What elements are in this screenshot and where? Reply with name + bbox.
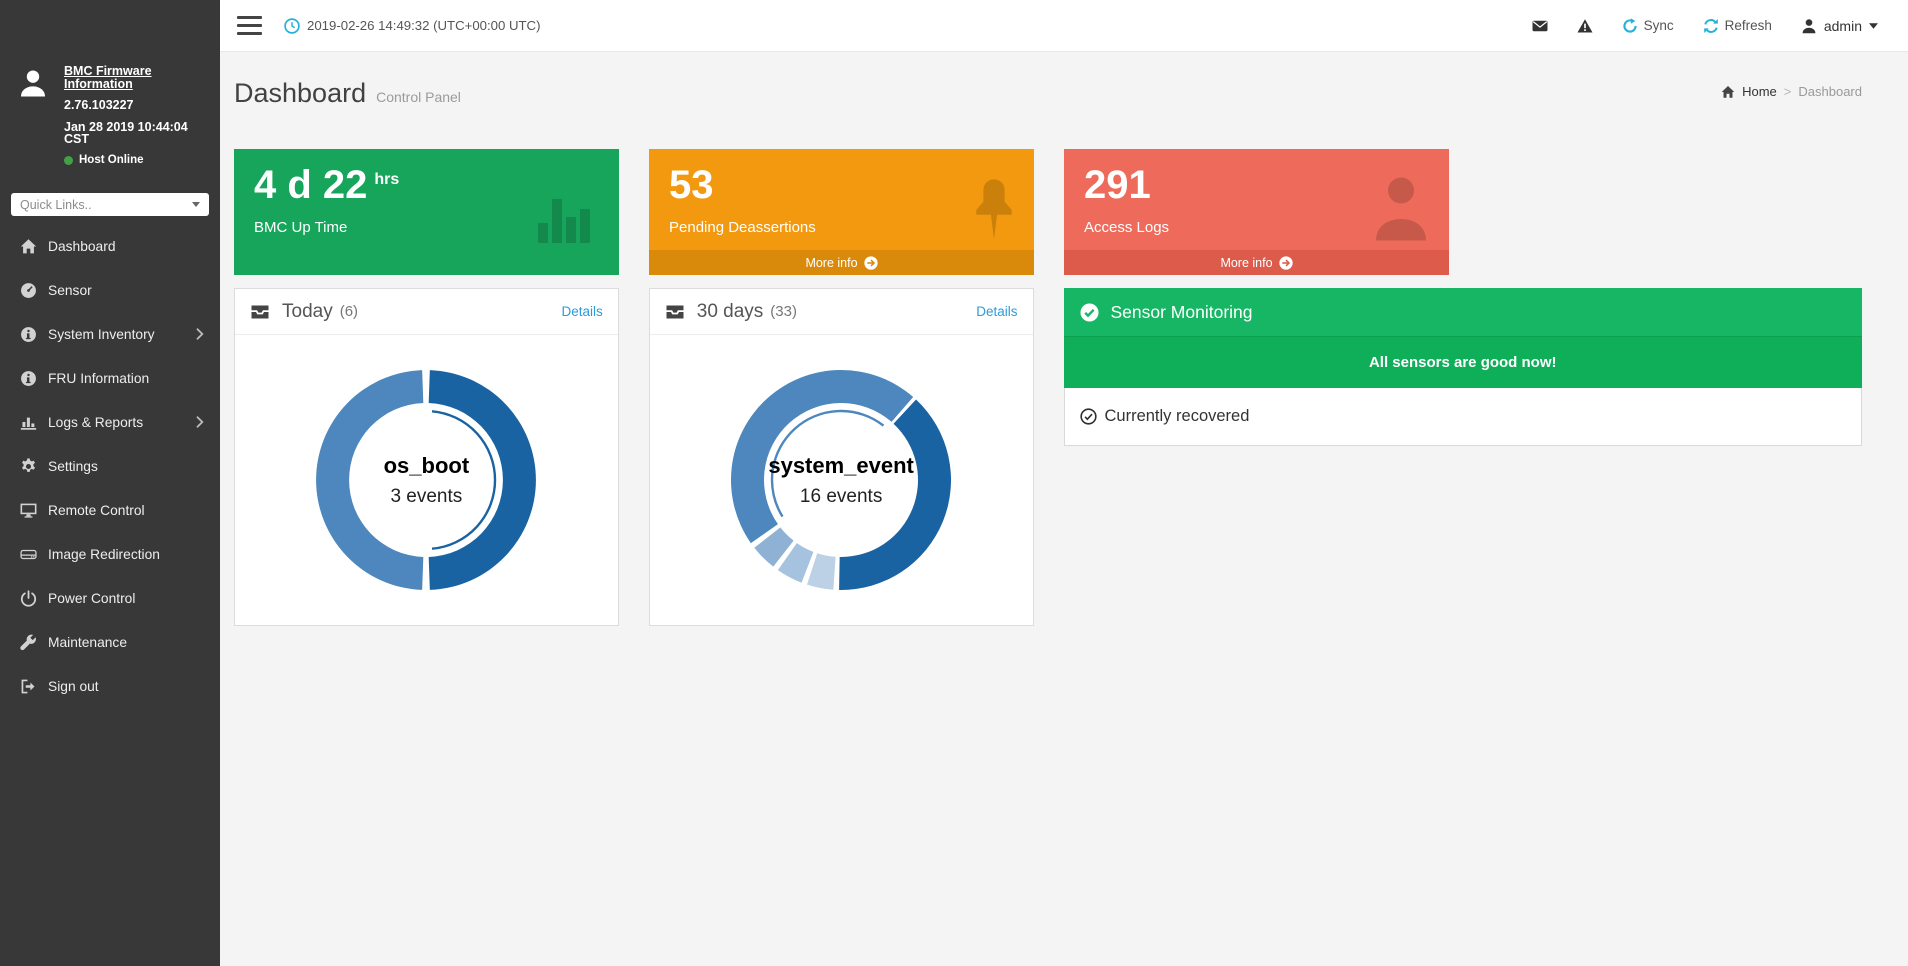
sidebar-item-fru-information[interactable]: FRU Information	[0, 356, 220, 400]
sensor-recovered-row: Currently recovered	[1063, 388, 1862, 446]
sidebar-item-sign-out[interactable]: Sign out	[0, 664, 220, 708]
bmc-firmware-info-link[interactable]: BMC Firmware Information	[64, 64, 152, 91]
events-panel-30-days: 30 days (33) Details system_event 16 eve…	[648, 288, 1034, 626]
user-icon	[1801, 18, 1817, 34]
gauge-icon	[20, 282, 37, 299]
firmware-version: 2.76.103227	[64, 98, 134, 112]
sensor-status-message: All sensors are good now!	[1063, 336, 1862, 388]
caret-down-icon	[1869, 22, 1878, 29]
caret-down-icon	[192, 202, 200, 207]
gear-icon	[20, 458, 37, 475]
home-icon	[1721, 85, 1735, 99]
check-circle-outline-icon	[1079, 408, 1097, 425]
panel-title: 30 days	[696, 300, 764, 322]
sidebar-item-image-redirection[interactable]: Image Redirection	[0, 532, 220, 576]
access-logs-value: 291	[1084, 163, 1151, 207]
breadcrumb: Home > Dashboard	[1721, 84, 1862, 99]
firmware-date: Jan 28 2019 10:44:04 CST	[64, 119, 188, 146]
event-count: (6)	[339, 303, 359, 320]
page-title: Dashboard	[234, 78, 367, 108]
more-info-link[interactable]: More info	[1064, 250, 1449, 275]
user-menu[interactable]: admin	[1801, 18, 1878, 34]
stat-card-pending-deassertions: 53 Pending Deassertions More info	[649, 149, 1034, 275]
sidebar-item-settings[interactable]: Settings	[0, 444, 220, 488]
power-icon	[20, 589, 37, 607]
hdd-icon	[20, 546, 37, 563]
details-link[interactable]: Details	[561, 304, 603, 319]
person-icon	[1371, 175, 1431, 241]
sensor-monitoring-header: Sensor Monitoring	[1063, 288, 1862, 336]
sidebar: BMC Firmware Information 2.76.103227 Jan…	[0, 0, 220, 966]
info-icon	[20, 370, 37, 387]
stat-label: Pending Deassertions	[669, 219, 816, 236]
thumbtack-icon	[968, 173, 1020, 247]
stat-cards-row: 4 d 22 hrs BMC Up Time 53 Pending Deasser…	[234, 149, 1862, 275]
chart-bar-icon	[20, 414, 37, 431]
host-online-dot	[64, 155, 73, 165]
check-circle-icon	[1079, 302, 1099, 322]
main-content: Dashboard Control Panel Home > Dashboard …	[220, 52, 1908, 966]
arrow-circle-right-icon	[1278, 255, 1293, 270]
stat-card-access-logs: 291 Access Logs More info	[1064, 149, 1449, 275]
system-datetime: 2019-02-26 14:49:32 (UTC+00:00 UTC)	[284, 17, 540, 34]
sidebar-menu: Dashboard Sensor System Inventory FRU In…	[0, 224, 220, 708]
panel-title: Today	[282, 300, 333, 322]
uptime-value: 4 d 22	[254, 163, 368, 207]
chevron-right-icon	[196, 328, 204, 340]
sidebar-item-dashboard[interactable]: Dashboard	[0, 224, 220, 268]
monitor-icon	[20, 502, 37, 519]
sidebar-item-power-control[interactable]: Power Control	[0, 576, 220, 620]
refresh-icon	[1703, 18, 1719, 34]
details-link[interactable]: Details	[976, 304, 1018, 319]
breadcrumb-home-link[interactable]: Home	[1742, 84, 1777, 99]
page-subtitle: Control Panel	[376, 89, 461, 105]
profile-section: BMC Firmware Information 2.76.103227 Jan…	[0, 0, 220, 166]
quick-links-placeholder: Quick Links..	[20, 197, 92, 212]
refresh-button[interactable]: Refresh	[1703, 18, 1772, 34]
uptime-unit: hrs	[374, 170, 400, 188]
arrow-circle-right-icon	[863, 255, 878, 270]
clock-icon	[284, 17, 300, 34]
inbox-icon	[250, 302, 270, 322]
sidebar-item-remote-control[interactable]: Remote Control	[0, 488, 220, 532]
sidebar-item-sensor[interactable]: Sensor	[0, 268, 220, 312]
sign-out-icon	[20, 678, 37, 695]
quick-links-select[interactable]: Quick Links..	[11, 193, 209, 216]
events-panel-today: Today (6) Details os_boot 3 events	[234, 288, 619, 626]
home-icon	[20, 238, 37, 255]
sensor-monitoring-panel: Sensor Monitoring All sensors are good n…	[1063, 288, 1862, 446]
stat-label: BMC Up Time	[254, 219, 348, 236]
info-icon	[20, 326, 37, 343]
stat-label: Access Logs	[1084, 219, 1170, 236]
sync-icon	[1622, 17, 1638, 34]
host-status: Host Online	[79, 153, 144, 166]
envelope-icon[interactable]	[1532, 18, 1548, 34]
menu-toggle-button[interactable]	[237, 16, 262, 35]
more-info-link[interactable]: More info	[649, 250, 1034, 275]
warning-icon[interactable]	[1577, 18, 1593, 34]
sidebar-item-maintenance[interactable]: Maintenance	[0, 620, 220, 664]
event-count: (33)	[770, 303, 797, 320]
chevron-right-icon	[196, 416, 204, 428]
deassertions-value: 53	[669, 163, 714, 207]
breadcrumb-current: Dashboard	[1798, 84, 1862, 99]
topbar: 2019-02-26 14:49:32 (UTC+00:00 UTC) Sync…	[220, 0, 1908, 52]
sidebar-item-system-inventory[interactable]: System Inventory	[0, 312, 220, 356]
events-donut-chart-30-days[interactable]	[725, 364, 957, 596]
stat-card-bmc-uptime: 4 d 22 hrs BMC Up Time	[234, 149, 619, 275]
sidebar-item-logs-reports[interactable]: Logs & Reports	[0, 400, 220, 444]
wrench-icon	[20, 634, 37, 651]
avatar	[18, 62, 48, 104]
events-donut-chart-today[interactable]	[310, 364, 542, 596]
inbox-icon	[665, 302, 685, 322]
bar-chart-icon	[537, 191, 591, 243]
sync-button[interactable]: Sync	[1622, 17, 1674, 34]
